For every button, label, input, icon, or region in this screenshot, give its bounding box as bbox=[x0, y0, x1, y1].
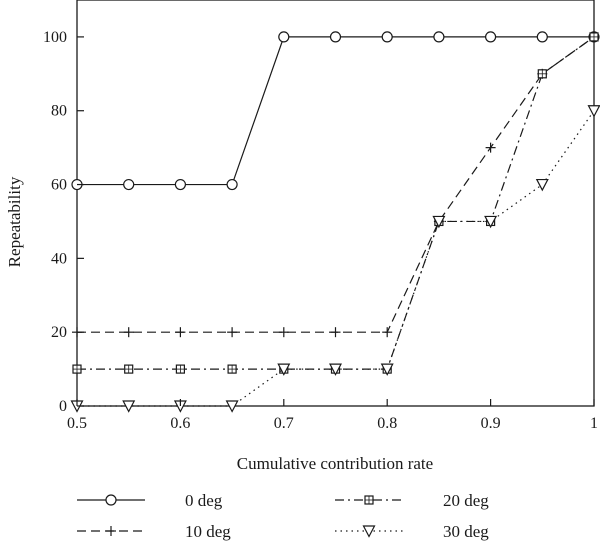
data-point bbox=[380, 363, 394, 376]
data-point bbox=[123, 327, 134, 338]
plot-frame bbox=[76, 0, 595, 407]
data-point bbox=[485, 142, 496, 153]
series-layer bbox=[70, 31, 600, 413]
data-point bbox=[329, 31, 342, 43]
legend-label: 10 deg bbox=[185, 522, 231, 541]
legend: 0 deg 10 deg 20 deg 30 deg bbox=[77, 491, 489, 541]
legend-label: 0 deg bbox=[185, 491, 223, 510]
data-point bbox=[278, 327, 289, 338]
data-point bbox=[122, 400, 136, 413]
y-tick-label: 40 bbox=[51, 250, 67, 267]
data-point bbox=[225, 400, 239, 413]
y-axis-label: Repeatability bbox=[5, 176, 24, 267]
legend-item: 20 deg bbox=[335, 491, 489, 510]
data-point bbox=[484, 215, 498, 229]
data-point bbox=[433, 31, 445, 43]
x-tick-label: 0.5 bbox=[67, 415, 87, 432]
y-tick-label: 20 bbox=[51, 324, 67, 341]
y-tick-label: 0 bbox=[59, 398, 67, 415]
data-point bbox=[123, 178, 135, 191]
data-point bbox=[432, 215, 446, 229]
data-point bbox=[174, 178, 186, 191]
data-point bbox=[587, 105, 600, 118]
legend-swatch-marker bbox=[106, 526, 116, 536]
y-axis-ticks: 0 20 40 60 80 100 bbox=[43, 29, 84, 415]
legend-item: 10 deg bbox=[77, 522, 231, 541]
data-point bbox=[330, 327, 341, 338]
plot-area bbox=[70, 0, 600, 413]
data-point bbox=[381, 31, 393, 43]
x-axis-label: Cumulative contribution rate bbox=[237, 454, 433, 473]
legend-label: 30 deg bbox=[443, 522, 489, 541]
data-point bbox=[227, 327, 238, 338]
legend-swatch-marker bbox=[105, 494, 117, 506]
data-point bbox=[485, 31, 497, 43]
series-line bbox=[77, 110, 595, 407]
x-tick-label: 0.6 bbox=[170, 415, 190, 432]
y-tick-label: 60 bbox=[51, 177, 67, 194]
data-point bbox=[536, 31, 548, 43]
data-point bbox=[382, 327, 393, 338]
data-point bbox=[226, 178, 238, 191]
series-30-deg bbox=[70, 105, 600, 413]
x-tick-label: 1 bbox=[590, 415, 598, 432]
legend-swatch-marker bbox=[362, 525, 376, 538]
legend-label: 20 deg bbox=[443, 491, 489, 510]
x-tick-label: 0.7 bbox=[274, 415, 294, 432]
series-0-deg bbox=[71, 31, 600, 191]
data-point bbox=[278, 31, 290, 43]
legend-item: 30 deg bbox=[335, 522, 489, 541]
y-tick-label: 80 bbox=[51, 103, 67, 120]
x-tick-label: 0.9 bbox=[481, 415, 501, 432]
y-tick-label: 100 bbox=[43, 29, 67, 46]
series-line bbox=[77, 36, 595, 370]
data-point bbox=[329, 363, 342, 376]
data-point bbox=[277, 363, 291, 376]
legend-item: 0 deg bbox=[77, 491, 223, 510]
data-point bbox=[175, 327, 186, 338]
data-point bbox=[535, 178, 549, 192]
x-tick-label: 0.8 bbox=[377, 415, 397, 432]
x-axis-ticks: 0.5 0.6 0.7 0.8 0.9 1 bbox=[67, 399, 598, 432]
series-20-deg bbox=[72, 32, 599, 374]
